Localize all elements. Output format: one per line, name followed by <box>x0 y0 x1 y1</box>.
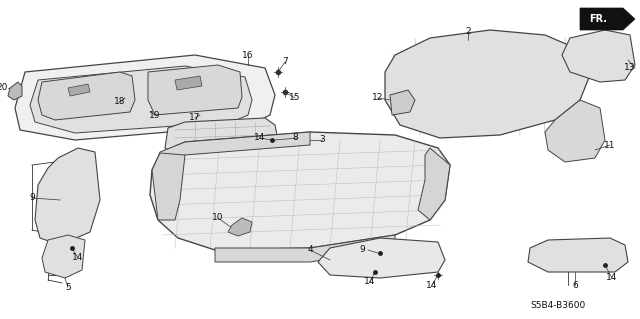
Text: 7: 7 <box>282 57 288 66</box>
Text: 14: 14 <box>606 273 618 283</box>
Polygon shape <box>15 55 275 140</box>
Text: 14: 14 <box>426 280 438 290</box>
Text: 2: 2 <box>465 27 471 36</box>
Text: 3: 3 <box>319 136 325 145</box>
Polygon shape <box>150 132 450 250</box>
Text: 9: 9 <box>29 194 35 203</box>
Text: 8: 8 <box>292 133 298 143</box>
Polygon shape <box>215 235 395 262</box>
Polygon shape <box>318 238 445 278</box>
Polygon shape <box>385 30 590 138</box>
Text: 5: 5 <box>65 284 71 293</box>
Text: 14: 14 <box>364 278 376 286</box>
Text: 17: 17 <box>189 114 201 122</box>
Polygon shape <box>160 132 310 165</box>
Text: 4: 4 <box>307 246 313 255</box>
Polygon shape <box>35 148 100 245</box>
Polygon shape <box>562 30 635 82</box>
Text: 9: 9 <box>359 246 365 255</box>
Polygon shape <box>418 148 450 220</box>
Polygon shape <box>470 53 513 95</box>
Text: 6: 6 <box>572 280 578 290</box>
Polygon shape <box>228 218 252 236</box>
Text: 20: 20 <box>0 84 8 93</box>
Polygon shape <box>42 235 85 278</box>
Text: 1: 1 <box>608 10 614 19</box>
Text: 18: 18 <box>115 98 125 107</box>
Text: 19: 19 <box>149 110 161 120</box>
Text: 12: 12 <box>372 93 384 102</box>
Text: S5B4-B3600: S5B4-B3600 <box>531 300 586 309</box>
Polygon shape <box>148 65 242 115</box>
Polygon shape <box>580 8 635 30</box>
Polygon shape <box>525 50 563 90</box>
Polygon shape <box>38 72 135 120</box>
Text: 16: 16 <box>243 50 253 60</box>
Polygon shape <box>175 76 202 90</box>
Polygon shape <box>390 90 415 115</box>
Polygon shape <box>68 84 90 96</box>
Text: 14: 14 <box>254 133 266 143</box>
Polygon shape <box>8 82 22 100</box>
Text: FR.: FR. <box>589 14 607 24</box>
Text: 13: 13 <box>623 63 635 72</box>
Polygon shape <box>528 238 628 272</box>
Polygon shape <box>152 153 185 220</box>
Polygon shape <box>545 100 605 162</box>
Text: 14: 14 <box>72 254 84 263</box>
Polygon shape <box>30 66 252 133</box>
Text: 11: 11 <box>604 140 616 150</box>
Text: 10: 10 <box>212 213 224 222</box>
Polygon shape <box>420 58 458 90</box>
Polygon shape <box>165 118 278 155</box>
Text: 15: 15 <box>289 93 301 102</box>
